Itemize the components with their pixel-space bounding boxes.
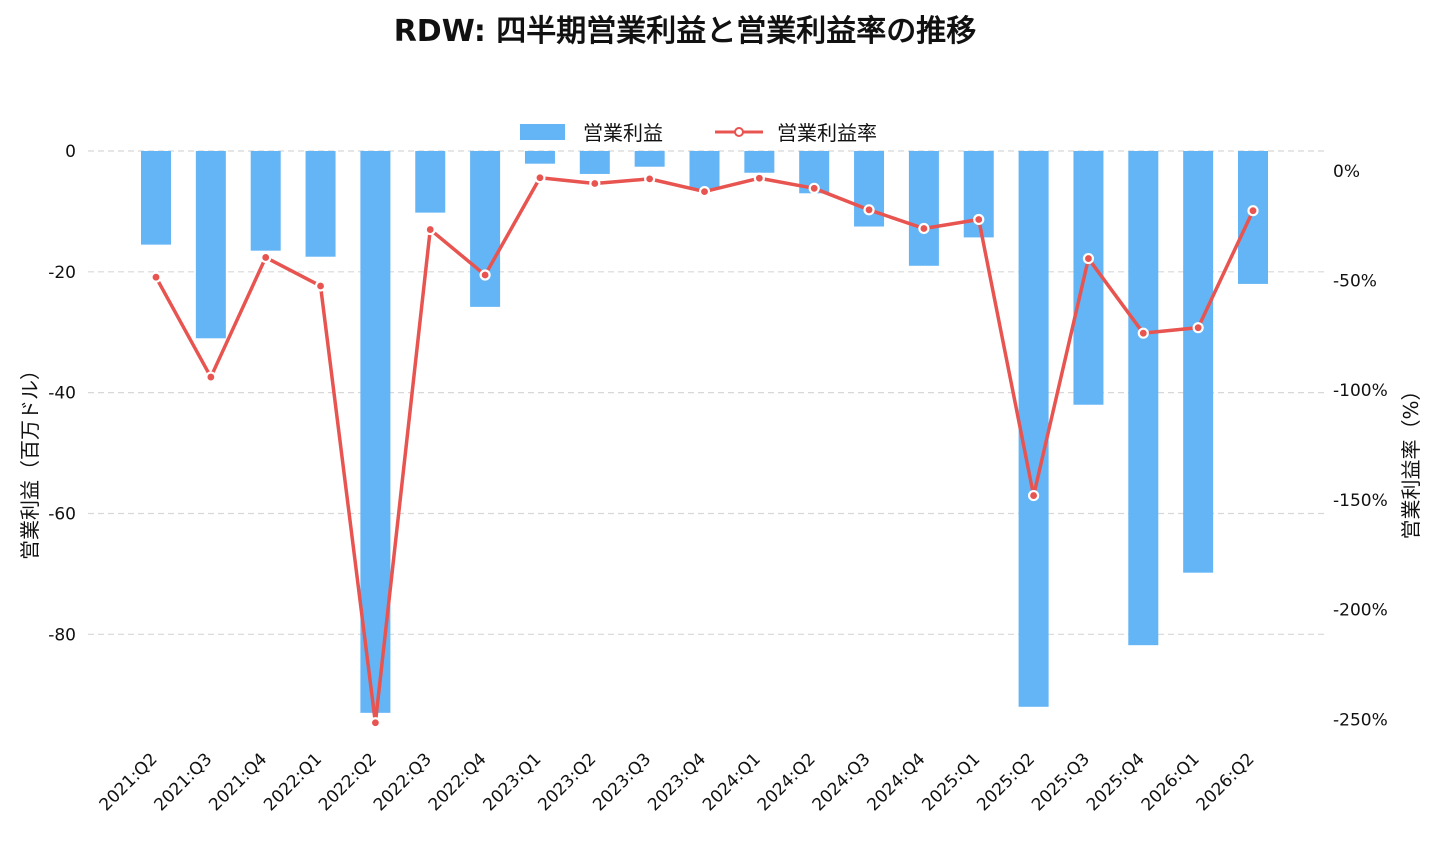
bar [634,151,665,167]
bar [1073,151,1104,405]
bar [579,151,610,174]
legend-line-marker [734,127,744,137]
right-tick-label: -250% [1333,710,1388,730]
line-point [314,280,327,292]
line-layer [150,172,1259,729]
x-tick-label: 2026:Q1 [1138,749,1204,815]
bar [250,151,281,251]
line-point [1192,322,1204,334]
right-tick-label: -50% [1333,271,1377,291]
legend-line-label: 営業利益率 [777,121,877,145]
line-point [369,717,381,729]
left-axis-ticks: 0 -20 -40 -60 -80 [48,142,76,645]
right-axis-ticks: 0% -50% -100% -150% -200% -250% [1333,162,1388,731]
bar [195,151,226,339]
bar [1018,151,1049,707]
bar [1183,151,1214,573]
line-point [205,371,217,383]
line-point [918,222,930,235]
x-tick-label: 2022:Q2 [315,749,381,815]
x-tick-label: 2026:Q2 [1193,749,1259,815]
x-tick-label: 2023:Q3 [589,749,655,815]
x-tick-label: 2021:Q2 [96,749,162,815]
legend: 営業利益 営業利益率 [520,121,877,145]
x-tick-label: 2025:Q1 [918,749,984,815]
x-axis-ticks: 2021:Q22021:Q32021:Q42022:Q12022:Q22022:… [96,749,1259,815]
grid-layer [88,150,1325,635]
legend-bar-swatch [520,124,565,140]
x-tick-label: 2024:Q1 [699,749,765,815]
bar [305,151,336,257]
right-tick-label: -200% [1333,601,1388,621]
line-point [863,204,875,216]
bars-layer [141,151,1268,713]
line-point [479,269,491,281]
bar [524,151,555,164]
bar [1128,151,1159,646]
legend-bar-label: 営業利益 [583,121,663,145]
bar [141,151,171,245]
chart-title: RDW: 四半期営業利益と営業利益率の推移 [394,14,977,49]
x-tick-label: 2023:Q1 [480,749,546,815]
right-tick-label: 0% [1333,162,1360,182]
line-point [424,223,436,236]
left-tick-label: 0 [65,142,76,162]
x-tick-label: 2021:Q4 [205,749,271,815]
bar [744,151,775,173]
line-point [589,177,601,190]
line-point [698,186,711,198]
line-point [973,213,985,226]
x-tick-label: 2021:Q3 [150,749,216,815]
line-point [534,172,546,184]
line-point [808,182,820,194]
left-tick-label: -20 [48,263,76,283]
right-axis-label: 営業利益率（%） [1399,380,1423,539]
line-point [1137,327,1149,339]
right-tick-label: -100% [1333,381,1388,401]
left-tick-label: -40 [48,384,76,404]
x-tick-label: 2022:Q4 [425,749,491,815]
right-tick-label: -150% [1333,491,1388,511]
x-tick-label: 2023:Q2 [534,749,600,815]
bar [415,151,446,213]
x-tick-label: 2024:Q4 [864,749,930,815]
line-point [1247,205,1259,217]
x-tick-label: 2025:Q2 [973,749,1039,815]
left-tick-label: -80 [48,625,76,645]
x-tick-label: 2025:Q4 [1083,749,1149,815]
line-point [260,251,272,264]
bar [689,151,720,190]
bar [1238,151,1268,284]
x-tick-label: 2025:Q3 [1028,749,1094,815]
line-point [644,173,656,185]
x-tick-label: 2023:Q4 [644,749,710,815]
line-point [150,271,162,283]
left-axis-label: 営業利益（百万ドル） [18,360,42,560]
x-tick-label: 2024:Q3 [809,749,875,815]
bar [470,151,501,307]
line-point [753,172,765,184]
left-tick-label: -60 [48,504,76,524]
line-point [1027,489,1040,502]
x-tick-label: 2022:Q1 [260,749,326,815]
bar [908,151,939,266]
line-point [1082,252,1095,265]
x-tick-label: 2024:Q2 [754,749,820,815]
x-tick-label: 2022:Q3 [370,749,436,815]
